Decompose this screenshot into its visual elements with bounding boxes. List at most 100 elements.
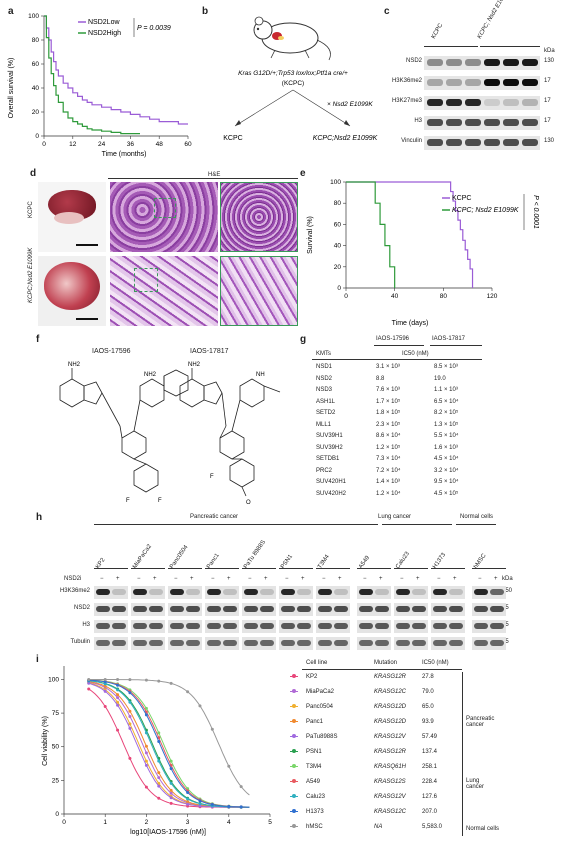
i-row-mutation: KRASG12D — [374, 704, 407, 710]
i-point — [227, 764, 231, 768]
i-point — [169, 801, 173, 805]
h-cell-name: MiaPaCa2 — [132, 543, 154, 570]
i-row-swatch — [290, 749, 298, 753]
i-point — [103, 677, 107, 681]
h-band — [318, 640, 332, 646]
h-band — [260, 640, 274, 646]
h-cell-rule — [316, 568, 350, 569]
i-row-swatch — [290, 794, 298, 798]
h-cell-rule — [472, 568, 506, 569]
i-point — [169, 759, 173, 763]
h-band — [281, 640, 295, 646]
h-sign-plus: + — [338, 576, 342, 582]
h-sign-plus: + — [264, 576, 268, 582]
h-blot-strip — [357, 603, 391, 616]
g-ic50-1: 1.2 × 10⁵ — [376, 444, 401, 451]
i-point — [128, 756, 132, 760]
i-curve-9 — [88, 679, 250, 808]
c-band — [484, 119, 500, 126]
h-band — [112, 640, 126, 646]
h-band — [396, 589, 410, 595]
g-ic50-2: 8.5 × 10³ — [434, 364, 458, 370]
i-row-mutation: KRASG12V — [374, 734, 406, 740]
h-band — [96, 623, 110, 629]
h-sign-minus: − — [174, 576, 178, 582]
h-group3: Normal cells — [460, 514, 494, 520]
i-point — [116, 700, 120, 704]
g-ic50-1: 8.8 — [376, 375, 385, 382]
i-row-ic50: 137.4 — [422, 749, 438, 755]
i-th-ic50: IC50 (nM) — [422, 660, 449, 666]
h-blot-strip — [242, 637, 276, 650]
a-xtick-label: 36 — [127, 141, 135, 148]
c-band — [503, 59, 519, 66]
h-group1-rule — [94, 524, 378, 525]
h-blot-strip — [242, 603, 276, 616]
g-ic50-2: 5.5 × 10⁴ — [434, 433, 459, 439]
b-arrow-right — [292, 89, 351, 127]
i-point — [116, 688, 120, 692]
h-cell-rule — [205, 568, 239, 569]
i-xtick-label: 4 — [227, 819, 231, 826]
i-point — [116, 683, 120, 687]
i-point — [198, 804, 202, 808]
g-ic50-2: 1.3 × 10⁵ — [434, 421, 459, 428]
structure-iaos-17817 — [179, 368, 281, 497]
h-band — [244, 589, 258, 595]
e-ytick-label: 100 — [330, 179, 341, 186]
h-band — [96, 589, 110, 595]
i-row-marker — [292, 689, 296, 693]
i-point — [157, 776, 161, 780]
h-band — [112, 623, 126, 629]
i-row-swatch — [290, 779, 298, 783]
c-blot-strip — [424, 136, 540, 150]
i-row-name: T3M4 — [306, 764, 322, 770]
h-band — [186, 623, 200, 629]
i-xtick-label: 5 — [268, 819, 272, 826]
c-band — [465, 59, 481, 66]
i-row-swatch — [290, 689, 298, 693]
h-band — [474, 589, 488, 595]
h-band — [207, 640, 221, 646]
h-band — [170, 606, 184, 612]
h-sign-plus: + — [116, 576, 120, 582]
i-point — [239, 805, 243, 809]
i-point — [128, 714, 132, 718]
panel-label-i: i — [36, 654, 39, 665]
h-kda-value: 150 — [502, 588, 513, 594]
h-band — [96, 640, 110, 646]
h-blot-strip — [431, 586, 465, 599]
h-blot-strip — [316, 620, 350, 633]
g-ic50-1: 1.2 × 10⁴ — [376, 490, 401, 497]
i-point — [227, 804, 231, 808]
i-th-mutation: Mutation — [374, 660, 398, 666]
a-legend-high: NSD2High — [88, 30, 121, 37]
h-blot-strip — [242, 586, 276, 599]
a-xtick-label: 60 — [184, 141, 192, 148]
h-band — [334, 606, 348, 612]
i-row-name: PaTu8988S — [306, 734, 338, 740]
i-point — [186, 802, 190, 806]
h-blot-strip — [279, 637, 313, 650]
h-blot-strip — [131, 620, 165, 633]
h-band — [260, 623, 274, 629]
panel-label-e: e — [300, 168, 306, 179]
b-right: KCPC;Nsd2 E1099K — [313, 135, 378, 142]
a-pvalue: P = 0.0039 — [137, 25, 171, 32]
h-blot-strip — [168, 603, 202, 616]
h-band — [112, 589, 126, 595]
g-ic50-1: 7.3 × 10⁴ — [376, 456, 401, 462]
i-point — [116, 678, 120, 682]
i-row-ic50: 207.0 — [422, 809, 438, 815]
h-cell-name: PaTu 8988S — [243, 539, 268, 570]
c-band — [522, 119, 538, 126]
i-point — [157, 679, 161, 683]
h-band — [412, 623, 426, 629]
i-xtick-label: 3 — [186, 819, 190, 826]
f-f-a: F — [126, 498, 130, 504]
h-blot-strip — [357, 637, 391, 650]
g-ic50-1: 8.6 × 10⁴ — [376, 433, 401, 439]
i-point — [186, 791, 190, 795]
i-row-ic50: 79.0 — [422, 689, 434, 695]
h-sign-minus: − — [322, 576, 326, 582]
